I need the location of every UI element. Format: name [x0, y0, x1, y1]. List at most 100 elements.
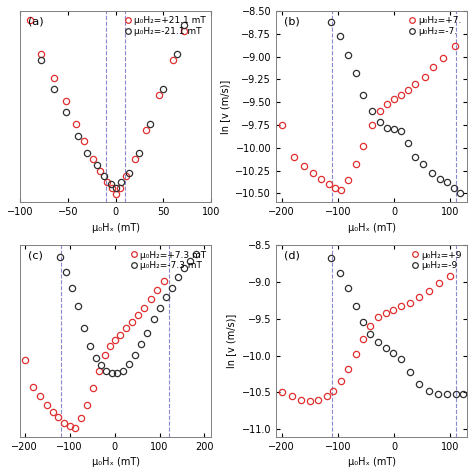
μ₀H₂=-7.3 mT	[138, 341, 144, 346]
Line: μ₀H₂=+21.1 mT: μ₀H₂=+21.1 mT	[27, 17, 188, 197]
μ₀H₂=-7.3 mT	[132, 352, 137, 358]
X-axis label: μ₀Hₓ (mT): μ₀Hₓ (mT)	[91, 223, 140, 233]
μ₀H₂=-7.3 mT	[193, 251, 199, 257]
μ₀H₂=-7.3 mT	[126, 361, 132, 367]
μ₀H₂=-9	[398, 356, 403, 362]
μ₀H₂=+7.3 mT	[67, 423, 73, 429]
μ₀H₂=-7.3 mT	[87, 344, 93, 349]
μ₀H₂=+7.3 mT	[129, 319, 135, 325]
μ₀H₂=+7.	[422, 74, 428, 80]
μ₀H₂=-7.	[445, 180, 450, 185]
μ₀H₂=-7.3 mT	[151, 317, 157, 322]
μ₀H₂=+7.	[279, 122, 284, 128]
Legend: μ₀H₂=+7., μ₀H₂=-7.: μ₀H₂=+7., μ₀H₂=-7.	[406, 13, 465, 39]
μ₀H₂=-7.	[377, 119, 383, 125]
Line: μ₀H₂=-9: μ₀H₂=-9	[328, 255, 465, 397]
μ₀H₂=+9	[289, 393, 295, 399]
μ₀H₂=-7.3 mT	[175, 274, 181, 280]
μ₀H₂=+9	[417, 294, 422, 300]
μ₀H₂=+7.3 mT	[50, 409, 55, 415]
μ₀H₂=+21.1 mT	[104, 179, 110, 185]
μ₀H₂=+21.1 mT	[63, 98, 69, 104]
μ₀H₂=+7.	[291, 154, 297, 160]
μ₀H₂=+9	[375, 314, 381, 320]
μ₀H₂=+21.1 mT	[73, 121, 78, 127]
μ₀H₂=+9	[307, 399, 312, 404]
μ₀H₂=+21.1 mT	[98, 168, 103, 173]
μ₀H₂=-21.1 mT	[101, 173, 107, 179]
μ₀H₂=-9	[353, 303, 359, 309]
μ₀H₂=+9	[299, 397, 304, 402]
μ₀H₂=+7.	[430, 64, 436, 70]
μ₀H₂=-9	[426, 388, 432, 394]
Line: μ₀H₂=+9: μ₀H₂=+9	[279, 273, 453, 404]
Text: (d): (d)	[283, 251, 300, 261]
μ₀H₂=+7.3 mT	[84, 402, 90, 408]
μ₀H₂=-7.	[345, 52, 351, 57]
μ₀H₂=-7.	[391, 127, 397, 132]
μ₀H₂=+21.1 mT	[118, 185, 123, 191]
μ₀H₂=-7.	[398, 128, 403, 134]
μ₀H₂=+21.1 mT	[132, 156, 137, 162]
μ₀H₂=+7.	[398, 92, 403, 98]
μ₀H₂=-21.1 mT	[75, 133, 81, 138]
Line: μ₀H₂=+7.: μ₀H₂=+7.	[279, 43, 458, 193]
X-axis label: μ₀Hₓ (mT): μ₀Hₓ (mT)	[347, 457, 395, 467]
μ₀H₂=-7.3 mT	[187, 258, 193, 264]
μ₀H₂=+7.3 mT	[45, 402, 50, 408]
X-axis label: μ₀Hₓ (mT): μ₀Hₓ (mT)	[347, 223, 395, 233]
μ₀H₂=-7.	[420, 161, 426, 167]
μ₀H₂=+7.3 mT	[112, 337, 118, 343]
μ₀H₂=-7.3 mT	[120, 368, 126, 374]
μ₀H₂=+21.1 mT	[123, 173, 129, 179]
μ₀H₂=+21.1 mT	[144, 127, 149, 133]
μ₀H₂=+7.3 mT	[62, 419, 67, 425]
μ₀H₂=-9	[460, 391, 465, 397]
μ₀H₂=+9	[360, 337, 366, 342]
μ₀H₂=+21.1 mT	[82, 139, 87, 145]
μ₀H₂=+21.1 mT	[27, 17, 33, 22]
μ₀H₂=+7.	[360, 143, 366, 149]
μ₀H₂=-7.3 mT	[109, 370, 115, 376]
μ₀H₂=+9	[367, 323, 373, 329]
μ₀H₂=-7.	[437, 176, 443, 182]
μ₀H₂=+7.3 mT	[107, 344, 113, 349]
μ₀H₂=+7.	[452, 43, 457, 48]
μ₀H₂=+9	[315, 397, 321, 402]
μ₀H₂=-7.3 mT	[69, 285, 75, 291]
μ₀H₂=+7.	[353, 161, 359, 167]
μ₀H₂=+7.3 mT	[141, 305, 146, 310]
μ₀H₂=+7.	[345, 177, 351, 182]
μ₀H₂=+7.3 mT	[161, 278, 167, 283]
μ₀H₂=+7.	[318, 176, 324, 182]
μ₀H₂=+21.1 mT	[38, 52, 44, 57]
μ₀H₂=+7.	[412, 81, 418, 87]
μ₀H₂=+7.3 mT	[135, 312, 141, 318]
μ₀H₂=-7.	[353, 70, 359, 76]
μ₀H₂=-9	[375, 339, 381, 345]
μ₀H₂=+9	[345, 366, 351, 372]
Text: (a): (a)	[28, 17, 44, 27]
μ₀H₂=+7.3 mT	[90, 386, 96, 392]
μ₀H₂=-9	[417, 381, 422, 386]
μ₀H₂=-7.3 mT	[144, 330, 150, 336]
μ₀H₂=+7.3 mT	[96, 368, 102, 374]
μ₀H₂=+7.3 mT	[148, 296, 154, 301]
μ₀H₂=-7.	[369, 109, 374, 114]
Legend: μ₀H₂=+21.1 mT, μ₀H₂=-21.1 mT: μ₀H₂=+21.1 mT, μ₀H₂=-21.1 mT	[121, 13, 210, 39]
μ₀H₂=+7.	[369, 122, 374, 128]
μ₀H₂=-7.	[457, 191, 463, 196]
μ₀H₂=+9	[279, 390, 284, 395]
μ₀H₂=-9	[383, 346, 388, 351]
μ₀H₂=-7.	[405, 140, 411, 146]
μ₀H₂=+7.	[441, 55, 447, 61]
μ₀H₂=-21.1 mT	[182, 23, 187, 28]
μ₀H₂=-9	[453, 391, 459, 397]
μ₀H₂=-7.	[429, 170, 435, 176]
μ₀H₂=-7.3 mT	[104, 368, 109, 374]
Text: (b): (b)	[283, 17, 300, 27]
μ₀H₂=-21.1 mT	[94, 162, 100, 167]
μ₀H₂=-9	[345, 285, 351, 291]
μ₀H₂=+21.1 mT	[109, 185, 115, 191]
μ₀H₂=-21.1 mT	[118, 179, 124, 185]
